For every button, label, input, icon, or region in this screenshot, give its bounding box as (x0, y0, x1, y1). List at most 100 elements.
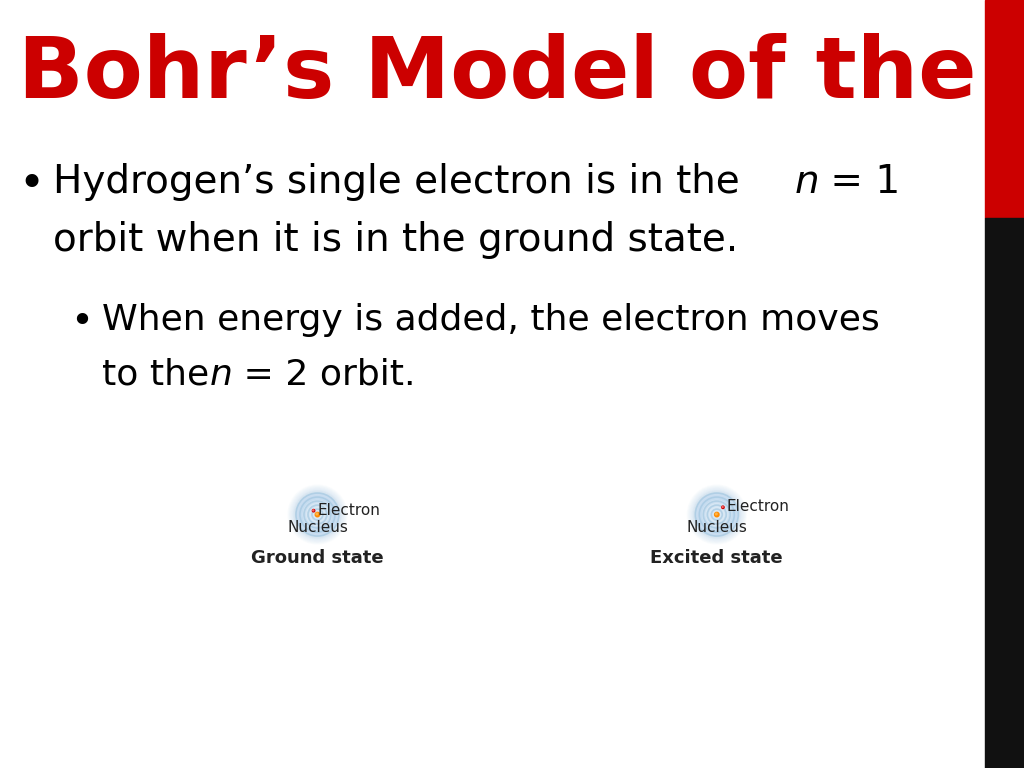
Circle shape (707, 505, 727, 525)
Circle shape (311, 508, 324, 521)
Circle shape (299, 496, 336, 533)
Text: n: n (795, 163, 819, 201)
Circle shape (707, 504, 727, 525)
Circle shape (288, 485, 347, 544)
Circle shape (294, 492, 341, 538)
Text: Hydrogen’s single electron is in the: Hydrogen’s single electron is in the (53, 163, 752, 201)
Circle shape (300, 498, 335, 531)
Circle shape (301, 498, 334, 531)
Circle shape (711, 508, 723, 521)
Circle shape (296, 493, 339, 536)
Circle shape (689, 487, 744, 542)
Circle shape (710, 508, 724, 521)
Circle shape (301, 498, 334, 531)
Circle shape (305, 503, 330, 526)
Circle shape (304, 502, 331, 528)
Circle shape (294, 491, 341, 538)
Circle shape (295, 492, 340, 537)
Circle shape (702, 501, 731, 528)
Circle shape (304, 501, 331, 528)
Text: Excited state: Excited state (650, 549, 783, 567)
Circle shape (305, 502, 330, 527)
Circle shape (701, 500, 732, 529)
Text: n: n (210, 358, 232, 392)
Circle shape (310, 507, 325, 522)
Circle shape (711, 508, 723, 521)
Circle shape (306, 503, 329, 526)
Circle shape (296, 494, 339, 535)
Circle shape (298, 495, 337, 535)
Circle shape (711, 508, 723, 521)
Bar (985, 0, 1024, 218)
Circle shape (707, 505, 727, 525)
Circle shape (696, 495, 737, 535)
Circle shape (310, 508, 325, 521)
Circle shape (709, 507, 725, 522)
Circle shape (703, 502, 730, 528)
Circle shape (688, 486, 745, 543)
Circle shape (693, 491, 740, 538)
Circle shape (700, 498, 733, 531)
Circle shape (307, 505, 328, 525)
Circle shape (709, 506, 725, 523)
Circle shape (694, 492, 739, 537)
Text: = 1: = 1 (818, 163, 900, 201)
Circle shape (705, 503, 729, 526)
Circle shape (694, 492, 739, 537)
Circle shape (316, 513, 317, 515)
Circle shape (308, 505, 327, 524)
Text: Nucleus: Nucleus (287, 520, 348, 535)
Circle shape (687, 485, 746, 544)
Circle shape (710, 508, 724, 521)
Circle shape (693, 492, 740, 538)
Circle shape (295, 492, 340, 537)
Circle shape (691, 488, 742, 541)
Circle shape (710, 507, 724, 522)
Text: Electron: Electron (317, 503, 380, 518)
Circle shape (698, 495, 735, 534)
Text: to the: to the (102, 358, 220, 392)
Circle shape (695, 494, 738, 535)
Circle shape (722, 506, 724, 508)
Circle shape (296, 493, 339, 536)
Circle shape (690, 488, 743, 541)
Circle shape (309, 506, 326, 523)
Text: Nucleus: Nucleus (686, 520, 748, 535)
Circle shape (712, 510, 722, 519)
Circle shape (291, 488, 344, 541)
Circle shape (293, 491, 342, 538)
Circle shape (302, 499, 333, 530)
Circle shape (711, 508, 723, 521)
Circle shape (698, 495, 735, 534)
Circle shape (309, 507, 326, 522)
Text: •: • (18, 163, 44, 206)
Circle shape (700, 498, 733, 531)
Circle shape (311, 508, 324, 521)
Circle shape (297, 495, 338, 535)
Circle shape (312, 509, 323, 520)
Bar (985, 218, 1024, 768)
Circle shape (307, 504, 328, 525)
Circle shape (703, 501, 730, 528)
Circle shape (303, 500, 332, 529)
Circle shape (695, 493, 738, 536)
Circle shape (293, 490, 342, 539)
Circle shape (710, 508, 724, 521)
Circle shape (312, 510, 323, 519)
Circle shape (699, 497, 734, 532)
Circle shape (300, 497, 335, 532)
Circle shape (701, 499, 732, 530)
Circle shape (300, 497, 335, 532)
Circle shape (289, 486, 346, 543)
Circle shape (293, 490, 342, 539)
Circle shape (310, 508, 325, 521)
Circle shape (305, 502, 330, 527)
Text: Electron: Electron (727, 499, 790, 515)
Circle shape (302, 499, 333, 530)
Circle shape (698, 496, 735, 533)
Text: •: • (70, 303, 93, 341)
Circle shape (292, 488, 343, 541)
Circle shape (702, 500, 731, 529)
Circle shape (692, 490, 741, 539)
Circle shape (299, 495, 336, 534)
